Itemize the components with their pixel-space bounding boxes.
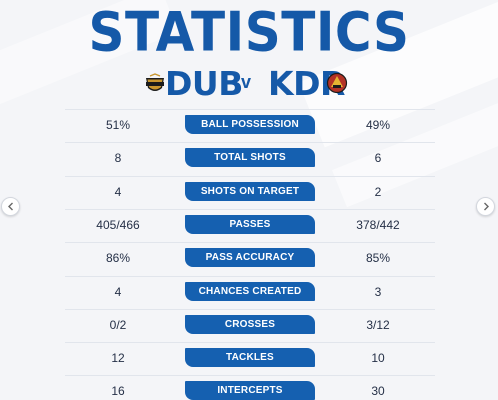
stat-label: TACKLES <box>185 348 315 368</box>
chevron-left-icon <box>7 198 15 216</box>
row-divider <box>65 175 435 177</box>
stat-label: INTERCEPTS <box>185 381 315 400</box>
stat-label: CHANCES CREATED <box>185 281 315 301</box>
away-stat-value: 3 <box>374 284 382 299</box>
row-divider <box>65 208 435 210</box>
stat-label: SHOTS ON TARGET <box>185 181 315 201</box>
home-stat-value: 4 <box>114 184 122 199</box>
stat-label: PASSES <box>185 214 315 234</box>
stat-label: PASS ACCURACY <box>185 248 315 268</box>
away-stat-value: 49% <box>365 118 391 132</box>
carousel-next-button[interactable] <box>476 197 495 216</box>
home-stat-value: 51% <box>105 118 131 132</box>
row-divider <box>65 375 435 377</box>
stat-row: 51% BALL POSSESSION 49% <box>0 110 498 140</box>
dub-crest-icon <box>144 73 166 95</box>
away-stat-value: 3/12 <box>366 317 390 332</box>
stat-row: 0/2 CROSSES 3/12 <box>0 310 498 340</box>
home-stat-value: 8 <box>114 151 122 166</box>
kdr-crest-icon <box>326 72 348 94</box>
away-stat-value: 2 <box>374 184 382 199</box>
home-stat-value: 4 <box>114 284 122 299</box>
away-stat-value: 378/442 <box>356 217 400 232</box>
stat-row: 4 CHANCES CREATED 3 <box>0 277 498 307</box>
row-divider <box>65 142 435 144</box>
home-stat-value: 16 <box>111 384 125 399</box>
stat-label: TOTAL SHOTS <box>185 148 315 168</box>
stat-row: 8 TOTAL SHOTS 6 <box>0 143 498 173</box>
home-stat-value: 86% <box>105 251 131 266</box>
row-divider <box>65 242 435 244</box>
carousel-prev-button[interactable] <box>1 197 20 216</box>
row-divider <box>65 342 435 344</box>
stat-row: 86% PASS ACCURACY 85% <box>0 243 498 273</box>
away-stat-value: 30 <box>371 384 385 399</box>
home-stat-value: 0/2 <box>109 317 127 332</box>
home-stat-value: 12 <box>111 351 125 366</box>
versus-separator: v <box>241 72 252 92</box>
away-stat-value: 10 <box>371 351 385 366</box>
stat-row: 12 TACKLES 10 <box>0 343 498 373</box>
row-divider <box>65 109 435 110</box>
stat-label: CROSSES <box>185 314 315 334</box>
row-divider <box>65 308 435 310</box>
away-stat-value: 85% <box>365 251 391 266</box>
home-stat-value: 405/466 <box>96 217 140 232</box>
stat-label: BALL POSSESSION <box>185 115 315 134</box>
page-title: STATISTICS <box>88 0 410 64</box>
stat-row: 16 INTERCEPTS 30 <box>0 376 498 400</box>
away-stat-value: 6 <box>374 151 382 166</box>
stat-row: 4 SHOTS ON TARGET 2 <box>0 177 498 207</box>
home-team-code: DUB <box>165 64 243 103</box>
matchup-header: DUB v KDR <box>0 64 498 104</box>
chevron-right-icon <box>482 198 490 216</box>
row-divider <box>65 275 435 277</box>
stat-row: 405/466 PASSES 378/442 <box>0 210 498 240</box>
